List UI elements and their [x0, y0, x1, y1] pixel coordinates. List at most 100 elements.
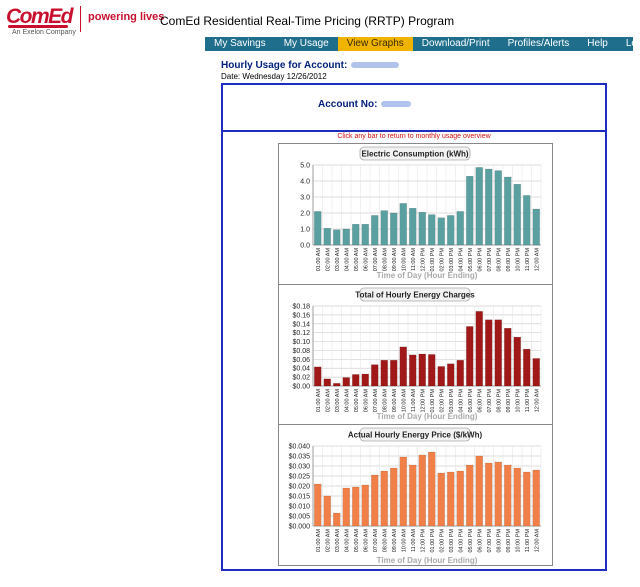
kwh-bar[interactable] — [494, 170, 502, 246]
kwh-bar[interactable] — [361, 223, 369, 246]
charges-bar[interactable] — [447, 363, 455, 387]
kwh-bar[interactable] — [352, 223, 360, 246]
kwh-ytick-label: 0.0 — [300, 243, 310, 250]
price-bar[interactable] — [485, 462, 493, 527]
kwh-bar[interactable] — [437, 217, 445, 246]
kwh-bar[interactable] — [447, 215, 455, 246]
charges-ytick-label: $0.08 — [292, 348, 310, 355]
price-bar[interactable] — [409, 464, 417, 527]
comed-logo[interactable]: ComEd An Exelon Company — [6, 5, 86, 37]
charges-xlabel: Time of Day (Hour Ending) — [377, 412, 478, 421]
price-bar[interactable] — [428, 451, 436, 527]
charges-bar[interactable] — [428, 354, 436, 387]
price-bar[interactable] — [371, 474, 379, 527]
charges-bar[interactable] — [418, 353, 426, 387]
charges-bar[interactable] — [494, 319, 502, 387]
nav-logout[interactable]: Logout — [625, 38, 640, 49]
nav-my-usage[interactable]: My Usage — [283, 38, 329, 49]
charges-bar[interactable] — [371, 364, 379, 387]
price-bar[interactable] — [437, 472, 445, 527]
kwh-bar[interactable] — [333, 229, 341, 246]
price-bar[interactable] — [523, 471, 531, 527]
charges-bar[interactable] — [361, 373, 369, 387]
kwh-xtick-label: 12:00 AM — [534, 248, 540, 272]
price-xtick-label: 12:00 AM — [534, 529, 540, 553]
price-title-box — [359, 427, 471, 442]
kwh-bar[interactable] — [342, 228, 350, 246]
price-bar[interactable] — [390, 467, 398, 527]
nav-help[interactable]: Help — [587, 38, 608, 49]
charges-bar[interactable] — [532, 358, 540, 387]
kwh-bar[interactable] — [428, 214, 436, 246]
charges-bar[interactable] — [456, 360, 464, 387]
kwh-bar[interactable] — [409, 207, 417, 246]
kwh-bar[interactable] — [513, 184, 521, 246]
charges-bar[interactable] — [504, 328, 512, 387]
price-bar[interactable] — [447, 471, 455, 527]
price-bar[interactable] — [314, 483, 322, 527]
charges-xtick-label: 10:00 PM — [515, 389, 521, 413]
price-bar[interactable] — [361, 484, 369, 527]
price-bar[interactable] — [475, 455, 483, 527]
charges-bar[interactable] — [523, 348, 531, 387]
price-bar[interactable] — [342, 487, 350, 527]
price-bar[interactable] — [380, 470, 388, 527]
charges-bar[interactable] — [314, 366, 322, 387]
usage-panel: Account No: Click any bar to return to m… — [221, 83, 607, 571]
nav-profiles-alerts[interactable]: Profiles/Alerts — [507, 38, 570, 49]
charges-bar[interactable] — [323, 378, 331, 387]
price-bar[interactable] — [352, 486, 360, 527]
kwh-bar[interactable] — [390, 212, 398, 246]
price-xtick-label: 06:00 PM — [477, 529, 483, 553]
charges-bar[interactable] — [485, 319, 493, 387]
kwh-bar[interactable] — [532, 208, 540, 246]
charges-bar[interactable] — [390, 360, 398, 387]
charges-bar[interactable] — [466, 326, 474, 387]
kwh-bar[interactable] — [380, 210, 388, 246]
price-bar[interactable] — [532, 469, 540, 527]
kwh-bar[interactable] — [466, 176, 474, 246]
kwh-bar[interactable] — [323, 227, 331, 246]
price-bar[interactable] — [494, 461, 502, 527]
price-bar[interactable] — [456, 470, 464, 527]
charges-bar[interactable] — [333, 383, 341, 387]
kwh-bar[interactable] — [485, 168, 493, 246]
kwh-bar[interactable] — [399, 203, 407, 246]
kwh-chart-svg: Electric Consumption (kWh) 0.0 1.0 2.0 3.0 4.… — [300, 146, 542, 280]
charges-bar[interactable] — [342, 377, 350, 387]
price-xtick-label: 11:00 AM — [411, 529, 417, 552]
price-bar[interactable] — [513, 467, 521, 527]
charges-xtick-label: 08:00 PM — [496, 389, 502, 413]
kwh-bar[interactable] — [456, 211, 464, 246]
charges-bar[interactable] — [380, 360, 388, 387]
kwh-bar[interactable] — [418, 211, 426, 246]
price-bar[interactable] — [418, 454, 426, 527]
price-bar[interactable] — [399, 456, 407, 527]
kwh-xtick-label: 11:00 PM — [525, 248, 531, 272]
charges-bar[interactable] — [437, 366, 445, 387]
kwh-bar[interactable] — [504, 176, 512, 246]
price-bar[interactable] — [333, 512, 341, 527]
nav-view-graphs[interactable]: View Graphs — [337, 37, 413, 51]
logo-subtitle: An Exelon Company — [12, 29, 76, 36]
price-ytick-label: $0.040 — [289, 444, 311, 451]
charges-bar[interactable] — [409, 354, 417, 387]
price-xtick-label: 07:00 AM — [373, 529, 379, 553]
kwh-bar[interactable] — [314, 211, 322, 246]
charges-bar[interactable] — [352, 374, 360, 387]
price-bar[interactable] — [466, 464, 474, 527]
kwh-xtick-label: 04:00 AM — [344, 248, 350, 272]
kwh-bar[interactable] — [475, 167, 483, 246]
nav-my-savings[interactable]: My Savings — [214, 38, 266, 49]
kwh-bar[interactable] — [523, 195, 531, 246]
price-bar[interactable] — [504, 464, 512, 527]
kwh-xtick-label: 06:00 PM — [477, 248, 483, 272]
kwh-xtick-label: 01:00 AM — [316, 248, 322, 272]
charges-bar[interactable] — [399, 346, 407, 387]
charges-xtick-label: 12:00 PM — [420, 389, 426, 413]
price-bar[interactable] — [323, 495, 331, 527]
nav-download-print[interactable]: Download/Print — [421, 38, 490, 49]
charges-bar[interactable] — [475, 311, 483, 387]
charges-bar[interactable] — [513, 336, 521, 387]
kwh-bar[interactable] — [371, 215, 379, 246]
